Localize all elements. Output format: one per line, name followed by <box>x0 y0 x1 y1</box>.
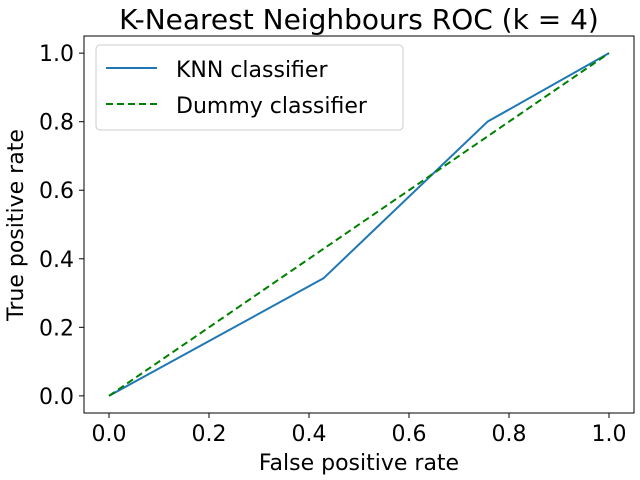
x-tick-label: 1.0 <box>592 422 627 447</box>
x-axis-label: False positive rate <box>259 451 459 476</box>
y-tick-label: 0.8 <box>39 111 74 136</box>
chart-title: K-Nearest Neighbours ROC (k = 4) <box>119 3 599 36</box>
x-tick-label: 0.2 <box>192 422 227 447</box>
x-tick-label: 0.6 <box>392 422 427 447</box>
x-tick-label: 0.8 <box>492 422 527 447</box>
y-tick-label: 0.4 <box>39 248 74 273</box>
x-axis-ticks: 0.0 0.2 0.4 0.6 0.8 1.0 <box>92 413 627 447</box>
legend-label-dummy-classifier: Dummy classifier <box>176 94 368 119</box>
y-tick-label: 1.0 <box>39 42 74 67</box>
legend-box <box>95 44 404 131</box>
legend: KNN classifier Dummy classifier <box>95 44 404 131</box>
plot-frame <box>83 35 635 414</box>
series-line-knn-classifier <box>108 52 610 397</box>
legend-label-knn-classifier: KNN classifier <box>176 58 328 83</box>
plot-area <box>83 35 635 414</box>
series-line-dummy-classifier <box>108 52 610 397</box>
x-tick-label: 0.4 <box>292 422 327 447</box>
y-tick-label: 0.2 <box>39 316 74 341</box>
x-tick-label: 0.0 <box>92 422 127 447</box>
y-axis-ticks: 0.0 0.2 0.4 0.6 0.8 1.0 <box>39 42 84 410</box>
y-tick-label: 0.0 <box>39 385 74 410</box>
y-axis-label: True positive rate <box>4 129 29 322</box>
series-layer <box>108 52 610 397</box>
y-tick-label: 0.6 <box>39 179 74 204</box>
